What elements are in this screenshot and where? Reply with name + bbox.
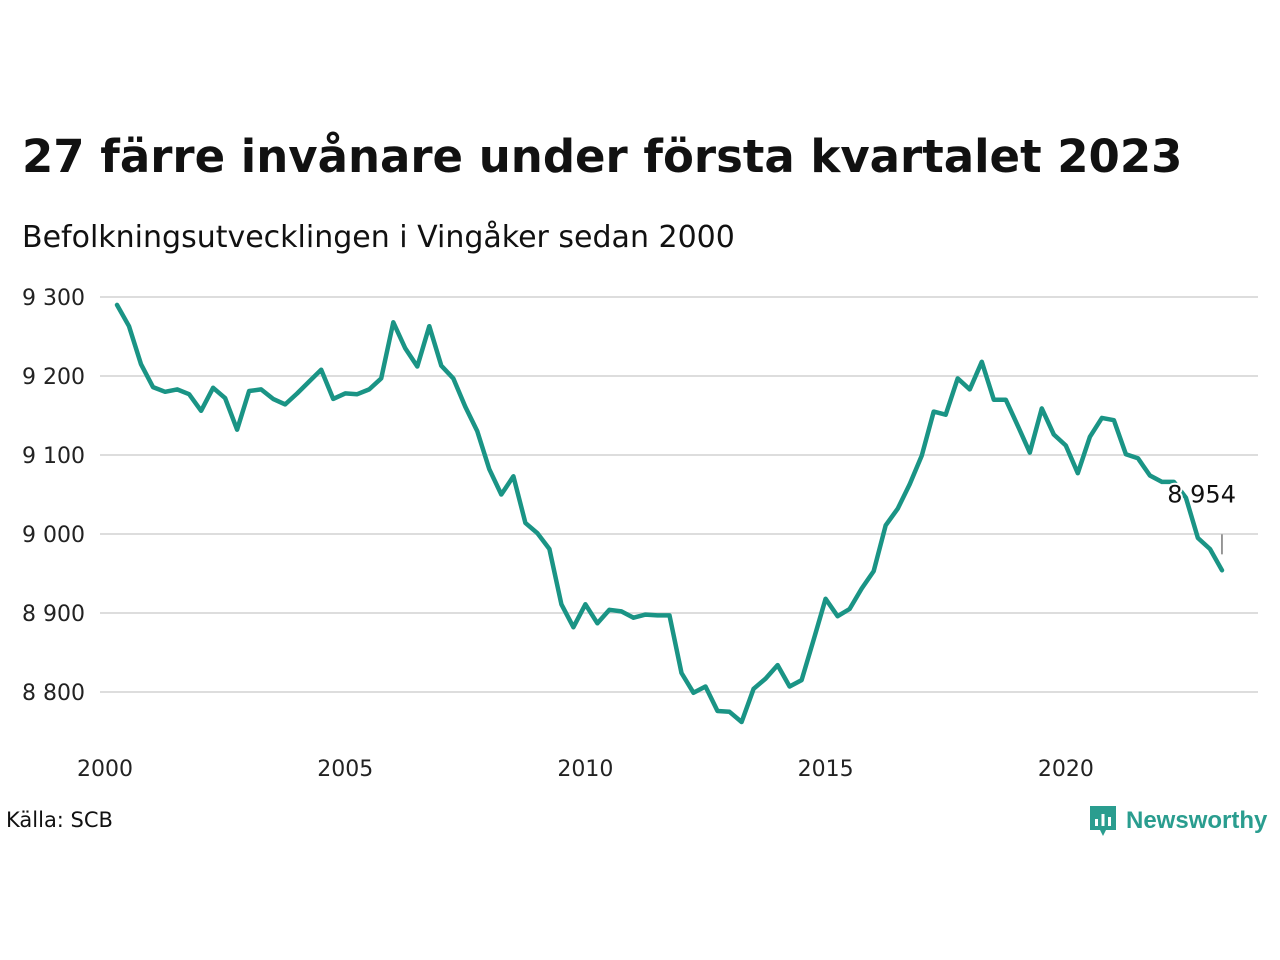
brand-logo: Newsworthy	[1088, 804, 1267, 838]
y-tick-label: 9 300	[22, 286, 85, 311]
x-tick-label: 2005	[317, 757, 373, 782]
x-tick-label: 2020	[1038, 757, 1094, 782]
chart-subtitle: Befolkningsutvecklingen i Vingåker sedan…	[22, 220, 735, 255]
series-line	[114, 302, 1225, 725]
y-tick-label: 9 200	[22, 365, 85, 390]
end-value-label: 8 954	[1167, 480, 1236, 508]
x-axis-ticks: 2000 2005 2010 2015 2020	[77, 757, 1094, 782]
series-layer	[114, 302, 1225, 725]
y-tick-label: 9 000	[22, 523, 85, 548]
y-axis-ticks: 8 800 8 900 9 000 9 100 9 200 9 300	[22, 286, 85, 706]
brand-name: Newsworthy	[1126, 807, 1268, 834]
x-tick-label: 2010	[557, 757, 613, 782]
newsworthy-logo-icon	[1090, 806, 1116, 836]
y-tick-label: 8 800	[22, 681, 85, 706]
grid-lines	[100, 296, 1258, 693]
chart-title: 27 färre invånare under första kvartalet…	[22, 130, 1183, 183]
x-tick-label: 2000	[77, 757, 133, 782]
y-tick-label: 8 900	[22, 602, 85, 627]
x-tick-label: 2015	[798, 757, 854, 782]
y-tick-label: 9 100	[22, 444, 85, 469]
annotation-layer: 8 954	[1165, 478, 1238, 555]
source-note: Källa: SCB	[6, 808, 113, 832]
